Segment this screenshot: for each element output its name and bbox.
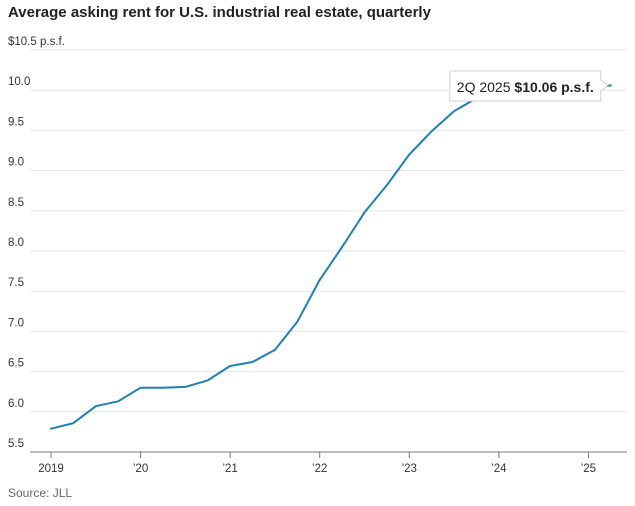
y-tick-label: 8.5: [8, 197, 24, 209]
data-point: [207, 379, 209, 381]
callout-label: 2Q 2025 $10.06 p.s.f.: [457, 79, 594, 95]
callout-value: $10.06 p.s.f.: [514, 79, 593, 95]
data-point: [117, 400, 119, 402]
source-note: Source: JLL: [8, 486, 73, 500]
data-point: [251, 361, 253, 363]
data-point: [386, 184, 388, 186]
x-tick-label: ’24: [491, 463, 507, 475]
data-point: [162, 386, 164, 388]
x-tick-label: ’23: [402, 463, 417, 475]
data-point: [184, 386, 186, 388]
series-line: [50, 84, 612, 430]
chart-title: Average asking rent for U.S. industrial …: [8, 4, 431, 21]
data-point: [50, 427, 52, 429]
x-tick-label: ’21: [222, 463, 237, 475]
y-tick-label: 9.5: [8, 116, 24, 128]
data-point: [341, 246, 343, 248]
data-point: [296, 321, 298, 323]
data-point: [229, 365, 231, 367]
y-tick-label: 10.0: [8, 76, 30, 88]
x-tick-label: ’25: [581, 463, 596, 475]
y-tick-label: 9.0: [8, 157, 24, 169]
data-point: [319, 279, 321, 281]
y-tick-label: $10.5 p.s.f.: [8, 36, 65, 48]
y-tick-label: 8.0: [8, 237, 24, 249]
data-point: [408, 153, 410, 155]
y-tick-label: 7.0: [8, 317, 24, 329]
x-tick-label: ’22: [312, 463, 327, 475]
data-point: [72, 422, 74, 424]
y-tick-label: 7.5: [8, 277, 24, 289]
y-tick-label: 5.5: [8, 438, 24, 450]
callout-annotation: 2Q 2025 $10.06 p.s.f.: [449, 70, 609, 102]
x-tick-label: 2019: [38, 463, 64, 475]
x-tick-label: ’20: [133, 463, 148, 475]
y-tick-label: 6.0: [8, 398, 24, 410]
callout-pointer: [600, 78, 609, 93]
data-point: [139, 386, 141, 388]
y-tick-label: 6.5: [8, 358, 24, 370]
data-point: [274, 349, 276, 351]
data-point: [453, 110, 455, 112]
data-point: [95, 405, 97, 407]
data-point: [363, 211, 365, 213]
data-point: [430, 130, 432, 132]
data-point: [610, 84, 612, 86]
callout-period: 2Q 2025: [457, 79, 515, 95]
